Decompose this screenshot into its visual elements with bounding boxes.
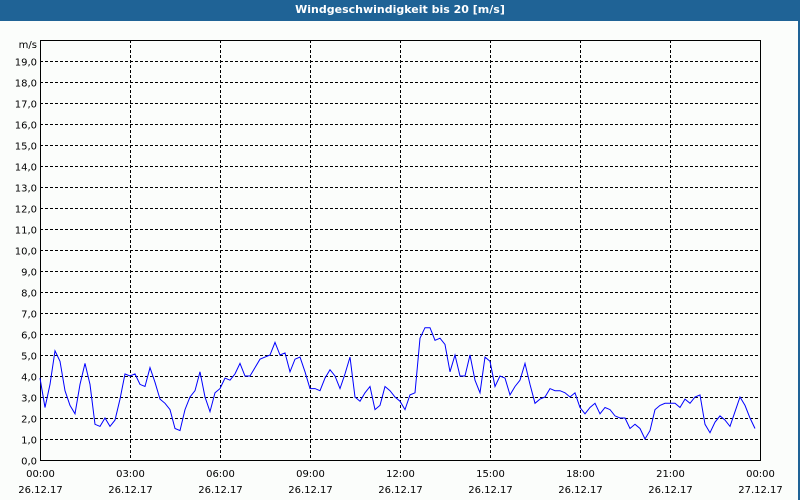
x-tick-time: 06:00 — [206, 469, 235, 480]
y-tick-label: 4,0 — [21, 373, 37, 384]
x-tick-date: 26.12.17 — [288, 485, 333, 496]
x-tick-time: 03:00 — [116, 469, 145, 480]
y-tick-label: 10,0 — [15, 247, 37, 258]
y-tick-label: 3,0 — [21, 394, 37, 405]
y-tick-label: 18,0 — [15, 79, 37, 90]
y-tick-label: 16,0 — [15, 121, 37, 132]
y-tick-label: 11,0 — [15, 226, 37, 237]
x-tick-date: 26.12.17 — [378, 485, 423, 496]
x-tick-date: 26.12.17 — [198, 485, 243, 496]
x-tick-date: 26.12.17 — [18, 485, 63, 496]
y-tick-label: 13,0 — [15, 184, 37, 195]
y-tick-label: 1,0 — [21, 436, 37, 447]
y-tick-label: 2,0 — [21, 415, 37, 426]
y-tick-label: 17,0 — [15, 100, 37, 111]
y-axis-ticks: 0,0 1,0 2,0 3,0 4,0 5,0 6,0 7,0 8,0 9,0 10,0 11,0 12… — [15, 58, 37, 468]
grid — [40, 40, 760, 460]
y-tick-label: 5,0 — [21, 352, 37, 363]
x-tick-time: 21:00 — [656, 469, 685, 480]
window-frame — [798, 21, 800, 500]
y-axis-label: m/s — [19, 40, 37, 51]
series-line-windgeschwindigkeit — [39, 327, 756, 441]
y-tick-label: 19,0 — [15, 58, 37, 69]
x-tick-time: 00:00 — [746, 469, 775, 480]
y-tick-label: 12,0 — [15, 205, 37, 216]
x-tick-time: 18:00 — [566, 469, 595, 480]
chart-title: Windgeschwindigkeit bis 20 [m/s] — [0, 0, 800, 21]
x-tick-date: 26.12.17 — [468, 485, 513, 496]
y-tick-label: 15,0 — [15, 142, 37, 153]
y-tick-label: 6,0 — [21, 331, 37, 342]
x-tick-time: 09:00 — [296, 469, 325, 480]
x-axis-ticks: 00:00 26.12.17 03:00 26.12.17 06:00 26.12.17 0… — [18, 469, 783, 496]
x-tick-date: 26.12.17 — [648, 485, 693, 496]
y-tick-label: 14,0 — [15, 163, 37, 174]
x-tick-date: 26.12.17 — [108, 485, 153, 496]
y-tick-label: 0,0 — [21, 457, 37, 468]
y-tick-label: 9,0 — [21, 268, 37, 279]
y-tick-label: 8,0 — [21, 289, 37, 300]
x-tick-date: 26.12.17 — [558, 485, 603, 496]
x-tick-time: 12:00 — [386, 469, 415, 480]
plot-border — [40, 40, 761, 461]
x-tick-time: 15:00 — [476, 469, 505, 480]
y-tick-label: 7,0 — [21, 310, 37, 321]
x-tick-date: 27.12.17 — [738, 485, 783, 496]
x-tick-time: 00:00 — [26, 469, 55, 480]
